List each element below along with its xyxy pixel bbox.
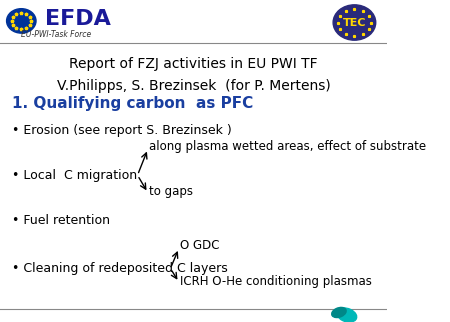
- Text: • Cleaning of redeposited C layers: • Cleaning of redeposited C layers: [12, 262, 227, 275]
- Text: O GDC: O GDC: [180, 240, 220, 252]
- Text: EFDA: EFDA: [45, 9, 110, 29]
- Text: to gaps: to gaps: [149, 185, 193, 198]
- Ellipse shape: [337, 308, 357, 322]
- Text: ICRH O-He conditioning plasmas: ICRH O-He conditioning plasmas: [180, 275, 372, 288]
- Text: • Fuel retention: • Fuel retention: [12, 214, 110, 227]
- Text: 1. Qualifying carbon  as PFC: 1. Qualifying carbon as PFC: [12, 96, 253, 111]
- Text: EU-PWI-Task Force: EU-PWI-Task Force: [21, 30, 91, 39]
- Ellipse shape: [332, 308, 346, 317]
- Text: V.Philipps, S. Brezinsek  (for P. Mertens): V.Philipps, S. Brezinsek (for P. Mertens…: [57, 79, 331, 93]
- Text: • Local  C migration: • Local C migration: [12, 169, 137, 182]
- Text: TEC: TEC: [343, 18, 366, 28]
- Circle shape: [333, 5, 376, 40]
- Text: along plasma wetted areas, effect of substrate: along plasma wetted areas, effect of sub…: [149, 140, 426, 153]
- Text: • Erosion (see report S. Brezinsek ): • Erosion (see report S. Brezinsek ): [12, 124, 231, 137]
- Text: Report of FZJ activities in EU PWI TF: Report of FZJ activities in EU PWI TF: [69, 57, 318, 71]
- Circle shape: [7, 9, 36, 33]
